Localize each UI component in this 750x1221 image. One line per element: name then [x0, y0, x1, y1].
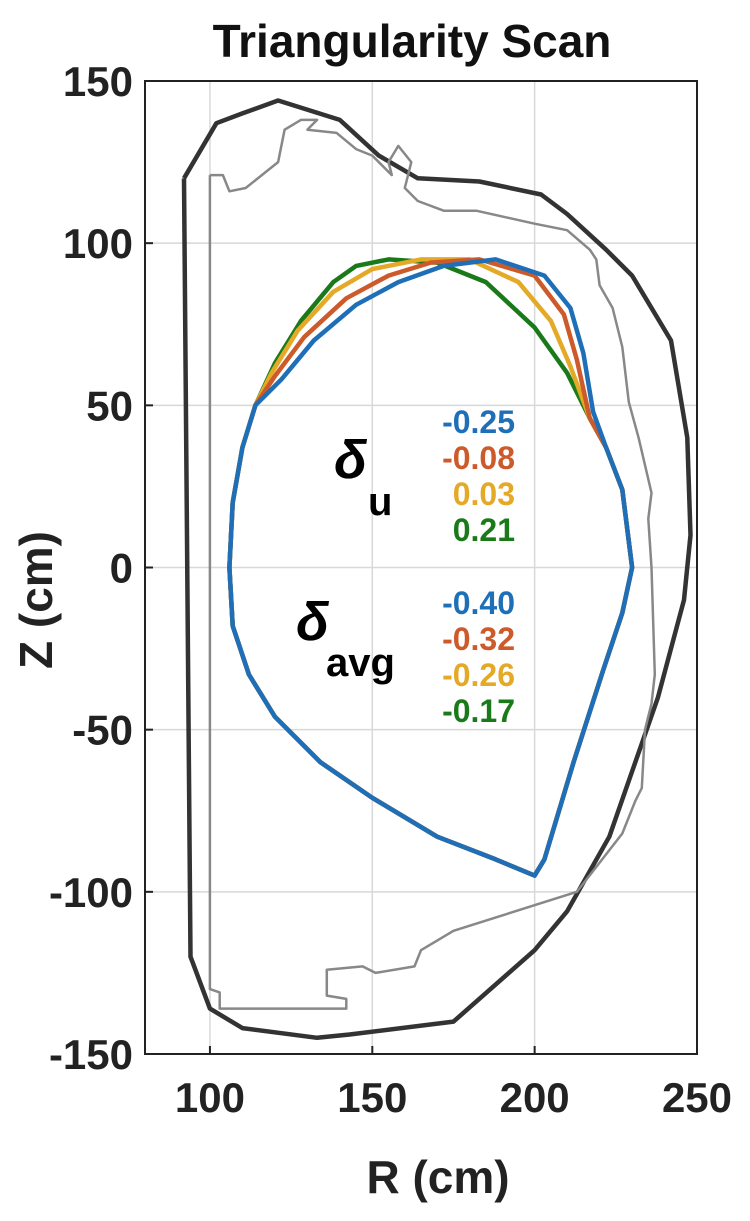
delta-u-value: -0.08 [442, 440, 515, 476]
delta-avg-value: -0.32 [442, 621, 515, 657]
y-tick-label: -150 [49, 1031, 133, 1078]
delta-u-subscript: u [368, 480, 392, 524]
y-tick-label: 50 [86, 382, 133, 429]
y-tick-label: -50 [72, 707, 133, 754]
triangularity-values: -0.25 -0.40 -0.08 -0.32 0.03 -0.26 0.21 -0.17 [442, 404, 515, 729]
x-axis-label: R (cm) [366, 1151, 509, 1203]
delta-u-symbol: δ [334, 430, 368, 490]
x-tick-label: 150 [337, 1074, 407, 1121]
delta-avg-subscript: avg [326, 641, 395, 685]
boundary-line-3 [227, 257, 635, 878]
y-tick-label: 0 [110, 545, 133, 592]
delta-avg-value: -0.26 [442, 657, 515, 693]
y-axis-label: Z (cm) [10, 531, 62, 669]
delta-u-value: 0.21 [453, 512, 515, 548]
y-tick-label: -100 [49, 869, 133, 916]
delta-avg-value: -0.17 [442, 693, 515, 729]
vessel-wall-outline [181, 98, 693, 1041]
vessel-structures [181, 98, 693, 1041]
chart-title: Triangularity Scan [213, 15, 612, 67]
delta-avg-symbol: δ [296, 592, 330, 652]
delta-avg-value: -0.40 [442, 585, 515, 621]
x-tick-label: 200 [500, 1074, 570, 1121]
x-tick-label: 250 [662, 1074, 732, 1121]
first-wall-outline [208, 118, 657, 1010]
delta-u-value: 0.03 [453, 476, 515, 512]
y-tick-label: 150 [63, 58, 133, 105]
y-tick-label: 100 [63, 220, 133, 267]
delta-u-value: -0.25 [442, 404, 515, 440]
plasma-boundaries [227, 257, 635, 878]
axis-ticks: 100 150 200 250 150 100 50 0 -50 -100 -150 [49, 58, 732, 1121]
x-tick-label: 100 [175, 1074, 245, 1121]
